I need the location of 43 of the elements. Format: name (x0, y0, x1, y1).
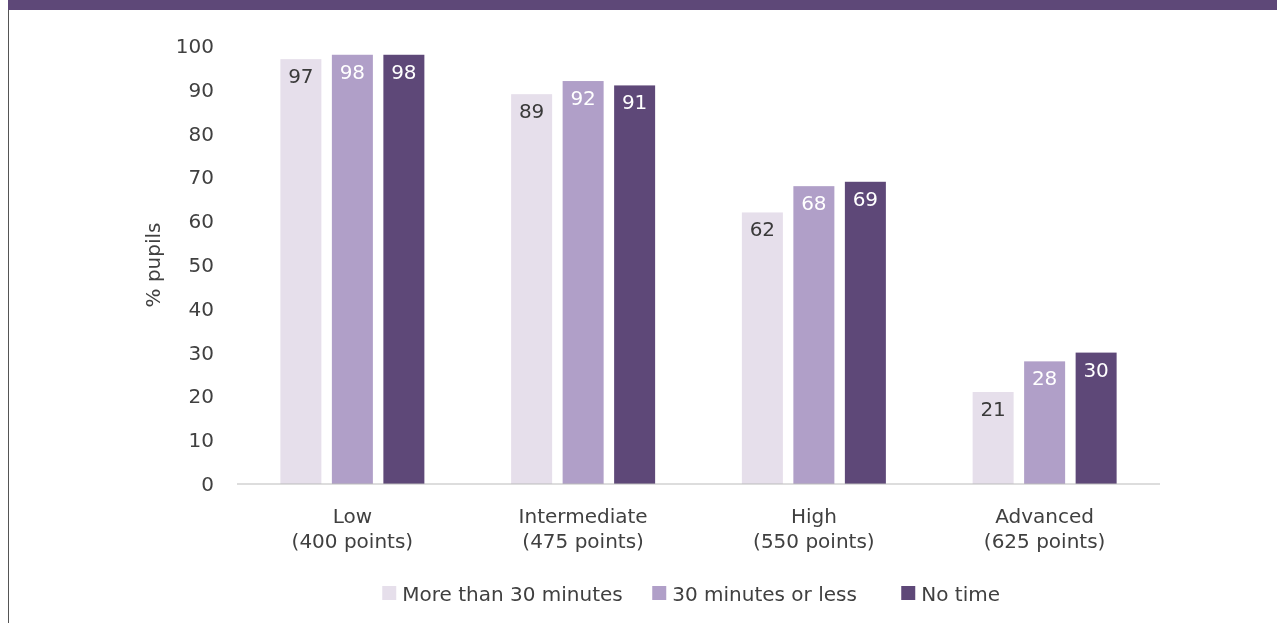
data-label: 98 (391, 59, 417, 84)
x-tick-label: Advanced (625 points) (983, 504, 1106, 553)
bar (1024, 361, 1066, 484)
x-tick-label: Intermediate (475 points) (518, 504, 648, 553)
bar (331, 54, 373, 484)
data-label: 62 (749, 217, 776, 242)
bar (614, 85, 656, 484)
data-label: 30 (1083, 357, 1109, 382)
bar (280, 59, 322, 484)
data-label: 98 (339, 59, 366, 84)
legend-label: No time (921, 582, 1000, 606)
y-tick-label: 30 (188, 340, 214, 365)
bar (383, 54, 425, 484)
bar (1075, 352, 1117, 484)
y-tick-label: 20 (188, 384, 214, 409)
y-tick-label: 0 (201, 472, 214, 496)
bar (793, 186, 835, 484)
y-tick-label: 90 (188, 77, 214, 102)
legend-label: More than 30 minutes (402, 582, 623, 606)
y-tick-label: 50 (188, 253, 214, 277)
y-tick-label: 60 (188, 209, 214, 234)
data-label: 68 (801, 191, 827, 216)
x-tick-label: High (550 points) (753, 504, 875, 553)
y-tick-label: 70 (188, 165, 214, 190)
bar (511, 94, 553, 484)
bar (562, 81, 604, 484)
data-label: 28 (1031, 366, 1058, 391)
bar (972, 392, 1014, 484)
data-label: 21 (980, 397, 1006, 422)
data-label: 89 (518, 99, 545, 124)
y-tick-label: 80 (188, 121, 214, 146)
x-tick-label: Low (400 points) (291, 504, 414, 553)
y-tick-label: 100 (175, 34, 214, 58)
data-label: 91 (621, 90, 648, 115)
y-axis-title: % pupils (141, 222, 165, 308)
y-tick-label: 10 (188, 428, 214, 453)
data-label: 92 (570, 86, 596, 111)
bar (741, 212, 783, 484)
data-label: 97 (288, 64, 314, 89)
y-tick-label: 40 (188, 296, 214, 321)
bar (844, 181, 886, 484)
legend-label: 30 minutes or less (672, 582, 857, 606)
data-label: 69 (852, 186, 879, 211)
